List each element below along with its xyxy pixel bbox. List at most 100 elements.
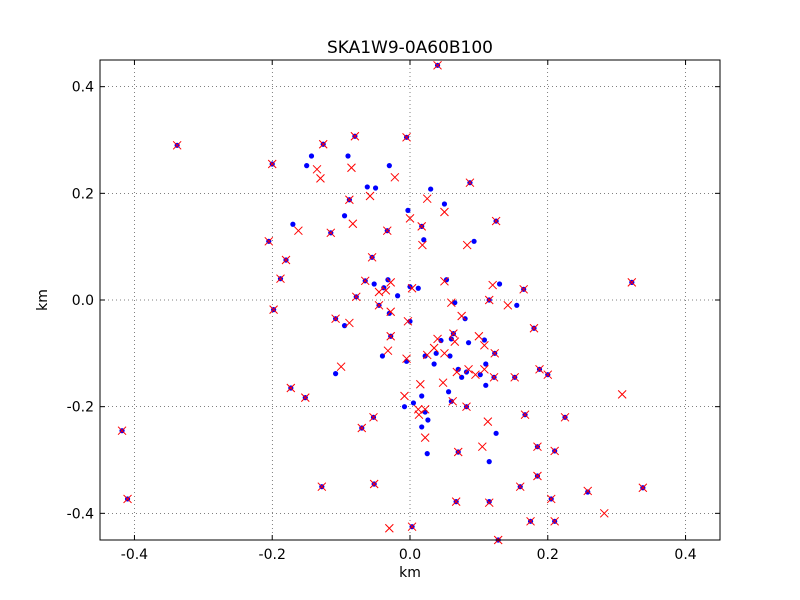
y-tick-label: 0.2 (72, 186, 94, 202)
data-point-cross (326, 228, 336, 238)
data-point-cross (345, 318, 354, 328)
axis-ticks: -0.4 -0.2 0.0 0.2 0.4 -0.4 -0.2 0.0 0.2 0.4 (67, 60, 720, 563)
cross-stroke (369, 479, 379, 489)
data-point-cross (316, 174, 325, 183)
cross-stroke (345, 195, 354, 205)
data-point-cross (480, 340, 489, 350)
data-point-cross (407, 522, 417, 532)
cross-stroke (446, 298, 456, 308)
x-tick-label: 0.4 (674, 547, 696, 563)
data-point-dot (372, 185, 379, 191)
data-point-cross (264, 236, 274, 246)
data-point-dot (447, 353, 453, 359)
data-point-dot (419, 424, 425, 430)
data-point-cross (627, 278, 637, 287)
data-point-cross (462, 240, 472, 250)
data-point-cross (417, 222, 427, 231)
cross-stroke (365, 191, 375, 201)
data-point-cross (400, 391, 409, 401)
cross-stroke (515, 482, 525, 492)
data-point-cross (440, 276, 449, 286)
cross-stroke (526, 516, 535, 526)
data-point-dot (441, 201, 448, 207)
data-point-cross (451, 497, 461, 506)
data-point-cross (440, 207, 449, 217)
data-point-dot (445, 389, 452, 395)
data-point-dot (422, 409, 428, 415)
data-point-dot (424, 451, 430, 457)
cross-stroke (420, 404, 430, 414)
cross-stroke (583, 486, 593, 496)
cross-stroke (386, 331, 396, 341)
data-point-cross (483, 417, 493, 426)
data-point-cross (402, 354, 411, 364)
data-point-dot (486, 459, 492, 465)
data-point-dot (481, 337, 487, 343)
cross-stroke (520, 410, 530, 420)
cross-stroke (422, 194, 432, 204)
data-point-cross (360, 276, 370, 286)
data-point-cross (357, 423, 367, 433)
cross-stroke (433, 334, 442, 344)
x-tick-label: 0.2 (537, 547, 559, 563)
cross-stroke (269, 305, 278, 314)
cross-stroke (420, 433, 430, 442)
y-tick-label: -0.4 (67, 506, 94, 522)
data-point-dot (421, 237, 427, 243)
cross-stroke (433, 60, 442, 70)
cross-stroke (457, 311, 467, 321)
cross-stroke (474, 331, 484, 341)
data-point-cross (550, 516, 560, 526)
x-axis-label: km (399, 565, 421, 581)
grid (100, 60, 720, 540)
data-point-dot (410, 400, 417, 406)
data-point-cross (429, 343, 439, 353)
data-point-cross (550, 446, 560, 456)
data-point-dot (483, 382, 489, 388)
data-point-cross (374, 300, 384, 310)
cross-stroke (529, 323, 539, 333)
data-point-cross (599, 508, 609, 518)
data-point-dot (364, 184, 370, 190)
cross-stroke (267, 159, 277, 169)
data-point-cross (452, 367, 462, 377)
cross-stroke (117, 426, 127, 436)
data-point-cross (533, 471, 542, 481)
x-tick-label: 0.0 (399, 547, 421, 563)
data-point-cross (453, 447, 463, 457)
cross-stroke (345, 318, 354, 328)
cross-stroke (484, 295, 494, 305)
cross-stroke (453, 447, 463, 457)
data-point-cross (490, 348, 500, 358)
data-point-cross (348, 219, 358, 229)
data-point-cross (438, 378, 448, 388)
data-point-cross (503, 300, 513, 310)
data-point-cross (415, 379, 425, 389)
cross-stroke (374, 287, 384, 297)
data-point-cross (123, 494, 132, 504)
cross-stroke (550, 516, 560, 526)
y-tick-label: 0.0 (72, 293, 94, 309)
data-point-dot (379, 353, 386, 359)
y-axis-label: km (35, 289, 51, 311)
chart-title: SKA1W9-0A60B100 (327, 38, 493, 58)
data-point-cross (515, 482, 525, 492)
data-point-cross (369, 412, 378, 422)
data-point-cross (374, 287, 384, 297)
cross-stroke (599, 508, 609, 518)
data-point-cross (369, 479, 379, 489)
data-point-dot (415, 285, 421, 291)
data-point-dot (465, 340, 472, 346)
cross-stroke (390, 172, 400, 182)
cross-stroke (374, 300, 384, 310)
cross-stroke (123, 494, 132, 504)
data-point-cross (381, 286, 391, 295)
cross-stroke (326, 228, 336, 238)
data-point-cross (367, 252, 377, 262)
data-point-cross (347, 163, 356, 173)
data-point-dot (471, 238, 477, 244)
data-point-dot (486, 499, 492, 505)
data-point-dot (452, 300, 458, 306)
cross-stroke (560, 412, 570, 422)
